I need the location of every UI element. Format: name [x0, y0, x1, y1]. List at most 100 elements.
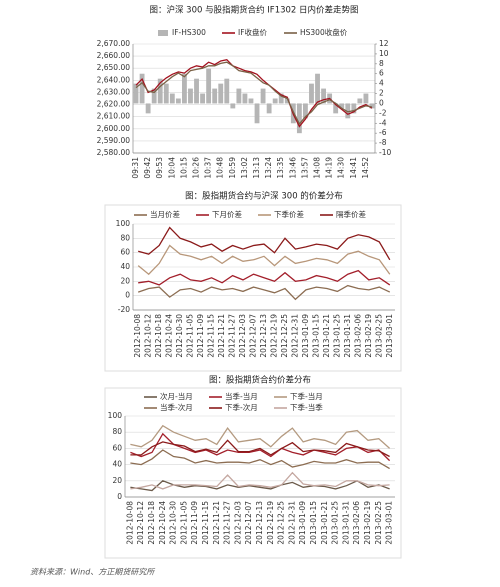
y-tick-label: 40 [112, 460, 122, 469]
x-tick-label: 14:41 [349, 157, 358, 179]
legend-label: 下季-当季 [290, 402, 323, 412]
x-tick-label: 2012-12-03 [238, 314, 247, 358]
bar [369, 103, 375, 109]
bar [254, 103, 260, 124]
series-line [137, 244, 391, 276]
x-tick-label: 2012-11-05 [179, 501, 188, 545]
x-tick-label: 13:13 [252, 157, 261, 179]
bar [321, 88, 326, 104]
series-line [137, 284, 391, 301]
legend-label: 下季-次月 [225, 402, 258, 412]
bar [175, 98, 181, 104]
chart-title: 图：股指期货合约价差分布 [209, 375, 311, 386]
x-tick-label: 2012-11-09 [196, 314, 205, 358]
x-tick-label: 2012-12-07 [249, 314, 258, 358]
y2-tick-label: 6 [379, 69, 384, 78]
y2-tick-label: 8 [379, 59, 384, 68]
y2-tick-label: -10 [379, 148, 391, 157]
x-tick-label: 2012-10-12 [144, 314, 153, 358]
bar [351, 103, 357, 114]
y-tick-label: 80 [112, 427, 122, 436]
x-tick-label: 13:35 [276, 157, 285, 179]
x-tick-label: 2013-01-25 [332, 314, 341, 358]
x-tick-label: 2013-02-06 [352, 501, 361, 545]
y-tick-label: 100 [108, 411, 123, 420]
x-tick-label: 2012-12-13 [255, 501, 264, 545]
chart-frame [104, 387, 402, 559]
legend-label: 下季价差 [274, 209, 304, 219]
y2-tick-label: 10 [379, 49, 389, 58]
x-tick-label: 2013-01-31 [341, 501, 350, 545]
series-line [130, 424, 391, 449]
x-tick-label: 2013-01-21 [320, 501, 329, 545]
legend-label: 次月-当月 [160, 391, 193, 401]
bar [260, 88, 266, 104]
bar [309, 83, 314, 104]
bar [278, 93, 284, 104]
x-tick-label: 2012-11-15 [207, 314, 216, 358]
y2-tick-label: -6 [379, 128, 387, 137]
legend-swatch [158, 30, 168, 36]
x-tick-label: 13:57 [300, 157, 309, 179]
bar [333, 103, 339, 114]
x-tick-label: 14:19 [325, 157, 334, 179]
bar [200, 93, 205, 104]
legend-label: 下月价差 [212, 209, 242, 219]
bar [357, 98, 363, 104]
x-tick-label: 2013-01-31 [343, 314, 352, 358]
bar [133, 83, 139, 104]
x-tick-label: 13:46 [288, 157, 297, 179]
bar [345, 103, 351, 119]
bar [315, 73, 320, 104]
legend-label: 当季-次月 [160, 402, 193, 412]
legend-label: 下季-当月 [290, 391, 323, 401]
bar [224, 78, 230, 104]
x-tick-label: 2012-11-21 [217, 314, 226, 358]
y-tick-label: 2,650.00 [97, 63, 131, 72]
x-tick-label: 2012-12-31 [290, 314, 299, 358]
x-tick-label: 2012-10-08 [125, 501, 134, 545]
x-tick-label: 2012-12-19 [269, 314, 278, 358]
y2-tick-label: 4 [379, 79, 384, 88]
x-tick-label: 10:48 [216, 157, 225, 179]
x-tick-label: 14:30 [337, 157, 346, 179]
x-tick-label: 2012-10-18 [154, 314, 163, 358]
y-tick-label: 2,670.00 [97, 39, 131, 48]
x-tick-label: 09:31 [131, 157, 140, 179]
y-tick-label: 20 [112, 476, 122, 485]
x-tick-label: 10:26 [192, 157, 201, 179]
bar [272, 98, 278, 104]
x-tick-label: 10:37 [204, 157, 213, 179]
bar [212, 88, 218, 104]
x-tick-label: 2012-12-19 [266, 501, 275, 545]
series-line [130, 449, 390, 470]
x-tick-label: 10:15 [179, 157, 188, 179]
y2-tick-label: 12 [379, 39, 389, 48]
bar [206, 68, 212, 104]
x-tick-label: 09:42 [143, 157, 152, 179]
x-tick-label: 2013-02-06 [353, 314, 362, 358]
x-tick-label: 2013-02-25 [374, 314, 383, 358]
chart-frame [104, 204, 402, 372]
x-tick-label: 13:02 [240, 157, 249, 179]
x-tick-label: 2013-01-15 [311, 314, 320, 358]
series-line [130, 471, 390, 490]
series-line [138, 269, 391, 286]
legend-label: 当季-当月 [225, 391, 258, 401]
legend-label: IF-HS300 [172, 28, 206, 37]
x-tick-label: 2013-01-15 [309, 501, 318, 545]
x-tick-label: 2012-11-27 [228, 314, 237, 358]
bar [151, 88, 157, 104]
x-tick-label: 2012-10-24 [158, 501, 167, 545]
y-tick-label: 2,660.00 [97, 51, 131, 60]
y-tick-label: 2,580.00 [97, 148, 131, 157]
y2-tick-label: -2 [379, 108, 387, 117]
series-line [130, 432, 391, 462]
x-tick-label: 2012-12-07 [244, 501, 253, 545]
bar [266, 103, 272, 114]
legend-label: IF收盘价 [238, 27, 268, 37]
series-line [138, 226, 391, 261]
bar [157, 78, 163, 104]
series-line [135, 61, 373, 126]
